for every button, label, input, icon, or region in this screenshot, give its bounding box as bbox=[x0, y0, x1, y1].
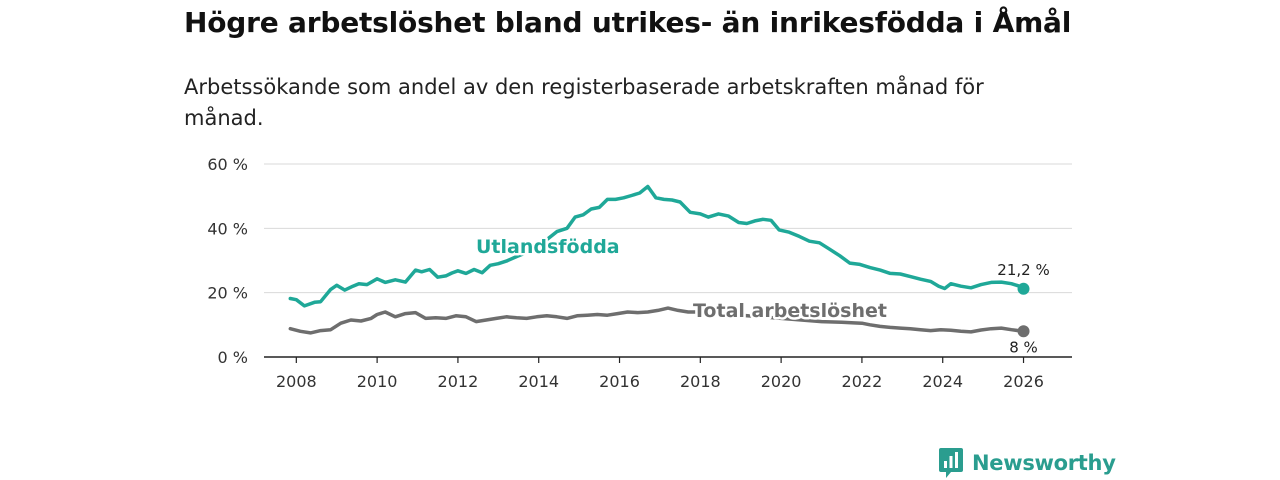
y-tick-label: 0 % bbox=[218, 348, 248, 367]
series-lines bbox=[288, 184, 1030, 338]
newsworthy-logo-icon bbox=[939, 448, 963, 478]
x-tick-label: 2024 bbox=[922, 372, 963, 391]
x-tick-label: 2008 bbox=[276, 372, 317, 391]
line-chart: 2008 2010 2012 2014 2016 2018 2020 2022 2024 2026… bbox=[207, 155, 1072, 391]
x-tick-label: 2016 bbox=[599, 372, 640, 391]
series-label-utlandsfodda: Utlandsfödda bbox=[476, 236, 620, 258]
end-point-utlandsfodda bbox=[1017, 282, 1030, 295]
series-label-total: Total arbetslöshet bbox=[693, 300, 887, 322]
chart-subtitle: Arbetssökande som andel av den registerb… bbox=[184, 75, 984, 130]
x-tick-label: 2010 bbox=[357, 372, 398, 391]
chart-title: Högre arbetslöshet bland utrikes- än inr… bbox=[184, 6, 1072, 39]
x-tick-label: 2020 bbox=[761, 372, 802, 391]
x-tick-label: 2022 bbox=[842, 372, 883, 391]
x-tick-label: 2012 bbox=[438, 372, 479, 391]
series-line-total bbox=[288, 306, 1026, 335]
series-line-utlandsfodda bbox=[288, 184, 1026, 308]
series-labels: 21,2 % 8 % Utlandsfödda Total arbetslöshet bbox=[474, 234, 1050, 357]
x-tick-label: 2026 bbox=[1003, 372, 1044, 391]
end-point-total bbox=[1017, 325, 1030, 338]
x-tick-label: 2014 bbox=[518, 372, 559, 391]
y-tick-label: 60 % bbox=[207, 155, 248, 174]
y-axis-labels: 0 % 20 % 40 % 60 % bbox=[207, 155, 248, 367]
newsworthy-logo[interactable]: Newsworthy bbox=[938, 446, 1116, 480]
brand-name: Newsworthy bbox=[972, 451, 1116, 475]
end-label-total: 8 % bbox=[1009, 338, 1038, 356]
grid-lines bbox=[264, 163, 1072, 294]
y-tick-label: 40 % bbox=[207, 219, 248, 238]
x-axis: 2008 2010 2012 2014 2016 2018 2020 2022 2024 2026 bbox=[264, 356, 1072, 391]
end-label-utlandsfodda: 21,2 % bbox=[997, 261, 1049, 279]
y-tick-label: 20 % bbox=[207, 284, 248, 303]
x-tick-label: 2018 bbox=[680, 372, 721, 391]
